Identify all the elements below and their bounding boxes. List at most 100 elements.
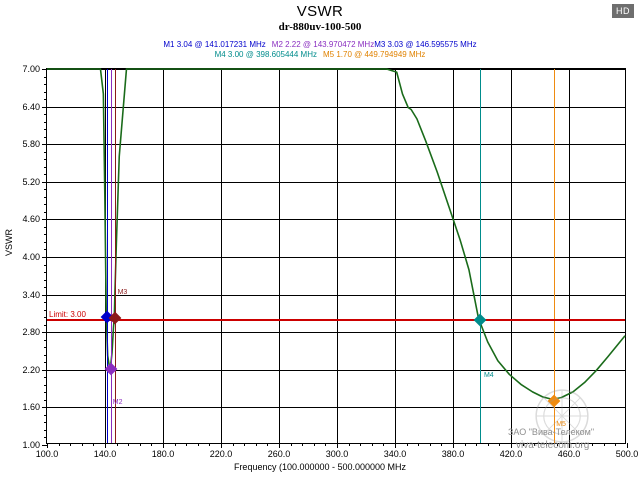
grid-line-vertical <box>395 69 396 443</box>
y-axis-minor-tick <box>44 122 47 123</box>
x-axis-minor-tick <box>615 443 616 446</box>
x-axis-tick-label: 220.0 <box>209 449 233 459</box>
y-axis-minor-tick <box>44 137 47 138</box>
x-axis-tick <box>511 443 512 448</box>
y-axis-minor-tick <box>44 287 47 288</box>
legend-entry-m3: M3 3.03 @ 146.595575 MHz <box>374 40 477 49</box>
x-axis-tick-label: 460.0 <box>557 449 581 459</box>
y-axis-minor-tick <box>44 159 47 160</box>
marker-line-m4[interactable] <box>480 69 481 443</box>
grid-line-horizontal <box>47 107 625 108</box>
y-axis-minor-tick <box>44 227 47 228</box>
grid-line-vertical <box>163 69 164 443</box>
y-axis-minor-tick <box>44 347 47 348</box>
grid-line-vertical <box>221 69 222 443</box>
x-axis-minor-tick <box>302 443 303 446</box>
grid-line-horizontal <box>47 370 625 371</box>
y-axis-minor-tick <box>44 189 47 190</box>
y-axis-minor-tick <box>44 114 47 115</box>
x-axis-minor-tick <box>267 443 268 446</box>
x-axis-minor-tick <box>70 443 71 446</box>
grid-line-horizontal <box>47 257 625 258</box>
marker-line-m3[interactable] <box>114 69 116 443</box>
x-axis-minor-tick <box>209 443 210 446</box>
y-axis-tick <box>42 332 47 333</box>
x-axis-tick <box>105 443 106 448</box>
marker-label-m5: M5 <box>556 421 566 429</box>
y-axis-tick <box>42 107 47 108</box>
x-axis-minor-tick <box>581 443 582 446</box>
y-axis-minor-tick <box>44 174 47 175</box>
x-axis-tick-label: 500.0 <box>615 449 639 459</box>
limit-line <box>47 318 625 321</box>
grid-line-vertical <box>511 69 512 443</box>
x-axis-tick <box>279 443 280 448</box>
y-axis-tick-label: 7.00 <box>22 64 40 74</box>
y-axis-minor-tick <box>44 377 47 378</box>
x-axis-minor-tick <box>186 443 187 446</box>
x-axis-minor-tick <box>314 443 315 446</box>
y-axis-minor-tick <box>44 92 47 93</box>
marker-line-m2[interactable] <box>110 69 112 443</box>
y-axis-tick <box>42 370 47 371</box>
x-axis-minor-tick <box>499 443 500 446</box>
marker-legend-line-2: M4 3.00 @ 398.605444 MHz M5 1.70 @ 449.79… <box>0 50 640 60</box>
x-axis-minor-tick <box>476 443 477 446</box>
y-axis-tick <box>42 257 47 258</box>
y-axis-tick <box>42 69 47 70</box>
x-axis-minor-tick <box>128 443 129 446</box>
y-axis-minor-tick <box>44 272 47 273</box>
x-axis-minor-tick <box>244 443 245 446</box>
y-axis-minor-tick <box>44 430 47 431</box>
grid-line-vertical <box>279 69 280 443</box>
x-axis-minor-tick <box>256 443 257 446</box>
y-axis-minor-tick <box>44 392 47 393</box>
x-axis-minor-tick <box>140 443 141 446</box>
x-axis-minor-tick <box>465 443 466 446</box>
x-axis-minor-tick <box>233 443 234 446</box>
y-axis-tick-label: 5.80 <box>22 139 40 149</box>
legend-entry-m2: M2 2.22 @ 143.970472 MHz <box>271 40 375 49</box>
y-axis-minor-tick <box>44 234 47 235</box>
y-axis-minor-tick <box>44 385 47 386</box>
legend-entry-m5: M5 1.70 @ 449.794949 MHz <box>323 50 426 59</box>
y-axis-minor-tick <box>44 310 47 311</box>
marker-label-m2: M2 <box>112 398 123 406</box>
x-axis-minor-tick <box>175 443 176 446</box>
x-axis-tick <box>453 443 454 448</box>
y-axis-minor-tick <box>44 167 47 168</box>
marker-line-m1[interactable] <box>106 69 108 443</box>
x-axis-minor-tick <box>418 443 419 446</box>
y-axis-title: VSWR <box>4 229 14 256</box>
y-axis-minor-tick <box>44 265 47 266</box>
x-axis-tick <box>569 443 570 448</box>
y-axis-tick-label: 4.60 <box>22 214 40 224</box>
marker-line-m5[interactable] <box>554 69 556 443</box>
x-axis-minor-tick <box>372 443 373 446</box>
vswr-trace <box>47 68 626 401</box>
legend-entry-m4: M4 3.00 @ 398.605444 MHz <box>214 50 317 59</box>
x-axis-minor-tick <box>534 443 535 446</box>
vswr-trace-path <box>47 68 626 401</box>
y-axis-minor-tick <box>44 197 47 198</box>
y-axis-minor-tick <box>44 437 47 438</box>
y-axis-tick-label: 1.00 <box>22 440 40 450</box>
x-axis-tick-label: 300.0 <box>325 449 349 459</box>
y-axis-minor-tick <box>44 400 47 401</box>
x-axis-minor-tick <box>441 443 442 446</box>
y-axis-minor-tick <box>44 302 47 303</box>
y-axis-tick-label: 6.40 <box>22 102 40 112</box>
y-axis-minor-tick <box>44 152 47 153</box>
x-axis-minor-tick <box>198 443 199 446</box>
x-axis-minor-tick <box>93 443 94 446</box>
grid-line-vertical <box>453 69 454 443</box>
chart-subtitle: dr-880uv-100-500 <box>278 21 362 33</box>
y-axis-minor-tick <box>44 317 47 318</box>
y-axis-minor-tick <box>44 204 47 205</box>
grid-line-vertical <box>569 69 570 443</box>
y-axis-tick <box>42 407 47 408</box>
y-axis-tick-label: 1.60 <box>22 402 40 412</box>
y-axis-minor-tick <box>44 362 47 363</box>
grid-line-horizontal <box>47 407 625 408</box>
